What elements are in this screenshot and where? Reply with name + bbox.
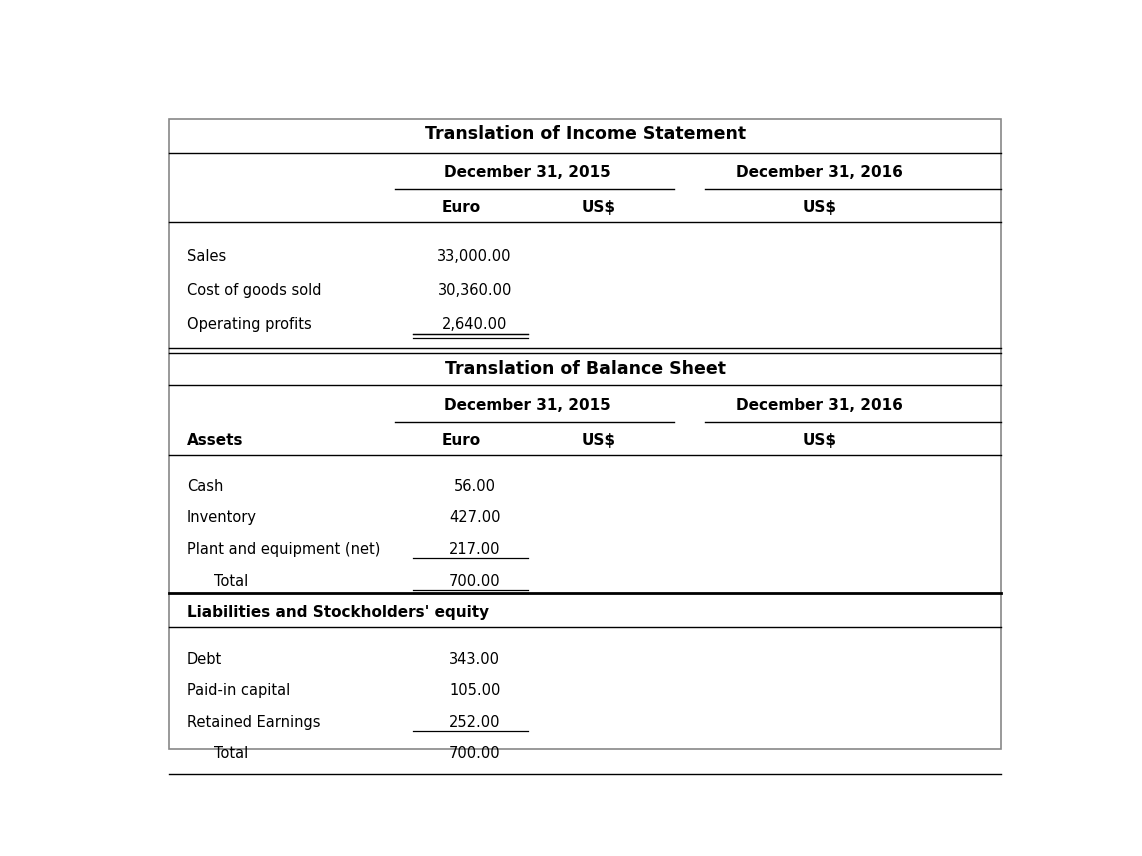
Text: Debt: Debt <box>187 651 223 667</box>
Text: 427.00: 427.00 <box>449 510 500 526</box>
Text: Paid-in capital: Paid-in capital <box>187 683 290 698</box>
Text: Cash: Cash <box>187 479 224 494</box>
Text: Assets: Assets <box>187 432 243 448</box>
Text: Inventory: Inventory <box>187 510 257 526</box>
Text: Euro: Euro <box>442 432 481 448</box>
Text: December 31, 2016: December 31, 2016 <box>737 398 903 413</box>
Text: Operating profits: Operating profits <box>187 318 312 332</box>
Text: Total: Total <box>214 746 248 762</box>
Text: Euro: Euro <box>442 200 481 215</box>
Text: 105.00: 105.00 <box>449 683 500 698</box>
Text: December 31, 2015: December 31, 2015 <box>444 165 611 180</box>
Text: 2,640.00: 2,640.00 <box>442 318 507 332</box>
Text: Translation of Balance Sheet: Translation of Balance Sheet <box>444 360 726 378</box>
Text: Translation of Income Statement: Translation of Income Statement <box>425 125 746 143</box>
Text: Total: Total <box>214 574 248 589</box>
FancyBboxPatch shape <box>169 119 1002 749</box>
Text: 56.00: 56.00 <box>453 479 496 494</box>
Text: US$: US$ <box>803 432 837 448</box>
Text: 700.00: 700.00 <box>449 746 500 762</box>
Text: Liabilities and Stockholders' equity: Liabilities and Stockholders' equity <box>187 605 489 621</box>
Text: Cost of goods sold: Cost of goods sold <box>187 283 322 298</box>
Text: US$: US$ <box>803 200 837 215</box>
Text: Retained Earnings: Retained Earnings <box>187 715 321 730</box>
Text: 343.00: 343.00 <box>449 651 500 667</box>
Text: US$: US$ <box>581 432 616 448</box>
Text: 33,000.00: 33,000.00 <box>437 249 512 264</box>
Text: 252.00: 252.00 <box>449 715 500 730</box>
Text: Plant and equipment (net): Plant and equipment (net) <box>187 542 380 557</box>
Text: Sales: Sales <box>187 249 226 264</box>
Text: 700.00: 700.00 <box>449 574 500 589</box>
Text: December 31, 2016: December 31, 2016 <box>737 165 903 180</box>
Text: 217.00: 217.00 <box>449 542 500 557</box>
Text: 30,360.00: 30,360.00 <box>437 283 512 298</box>
Text: US$: US$ <box>581 200 616 215</box>
Text: December 31, 2015: December 31, 2015 <box>444 398 611 413</box>
